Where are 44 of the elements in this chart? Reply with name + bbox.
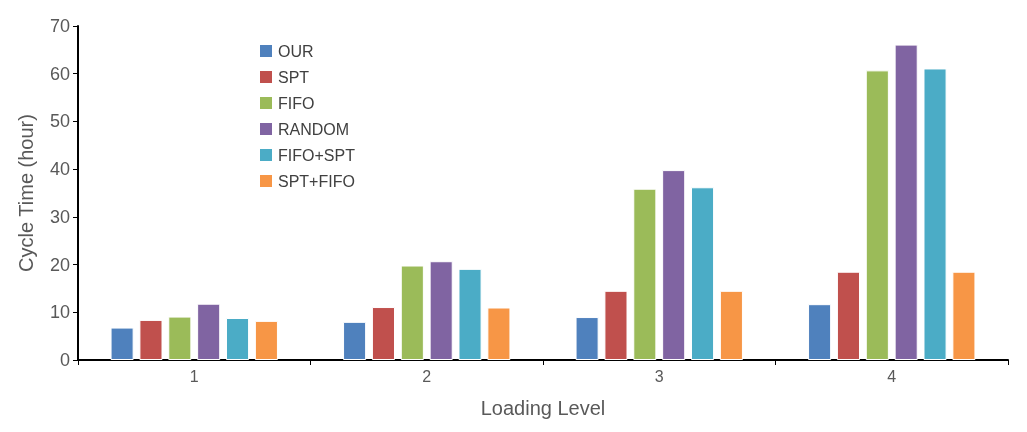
y-tick-label: 40 [49, 159, 70, 180]
bar [371, 307, 395, 360]
x-tick-label: 1 [189, 367, 199, 385]
legend-label: SPT [278, 68, 310, 86]
y-tick-label: 20 [49, 254, 70, 275]
x-axis-title: Loading Level [480, 397, 606, 419]
y-tick-label: 50 [49, 111, 70, 132]
bar [575, 317, 599, 360]
legend-label: FIFO [278, 94, 315, 112]
y-tick-label: 60 [49, 63, 70, 84]
bar [865, 70, 889, 360]
bar [487, 307, 511, 360]
bar [952, 271, 976, 360]
bar [719, 290, 743, 360]
x-tick-label: 4 [887, 367, 897, 385]
bar [110, 327, 134, 360]
bar [923, 68, 947, 360]
y-tick-label: 70 [49, 16, 70, 36]
bar [168, 316, 192, 360]
legend-label: RANDOM [278, 120, 350, 138]
y-tick-label: 0 [59, 350, 70, 370]
legend-label: OUR [278, 42, 314, 60]
bar [662, 170, 686, 360]
y-axis-title: Cycle Time (hour) [15, 114, 37, 272]
bar [458, 268, 482, 360]
x-tick-label: 3 [654, 367, 664, 385]
bar [604, 290, 628, 360]
y-tick-label: 30 [49, 206, 70, 227]
bar [226, 318, 250, 360]
bar [139, 319, 163, 360]
legend-label: FIFO+SPT [278, 146, 356, 164]
bar [808, 304, 832, 360]
bar [197, 303, 221, 360]
bar [429, 261, 453, 360]
bar [691, 187, 715, 360]
y-tick-label: 10 [49, 302, 70, 323]
bar [400, 265, 424, 360]
bar [633, 188, 657, 360]
bar [836, 271, 860, 360]
x-tick-label: 2 [422, 367, 432, 385]
bar [254, 320, 278, 360]
legend-label: SPT+FIFO [278, 172, 355, 190]
bar [343, 321, 367, 360]
bar [894, 44, 918, 360]
